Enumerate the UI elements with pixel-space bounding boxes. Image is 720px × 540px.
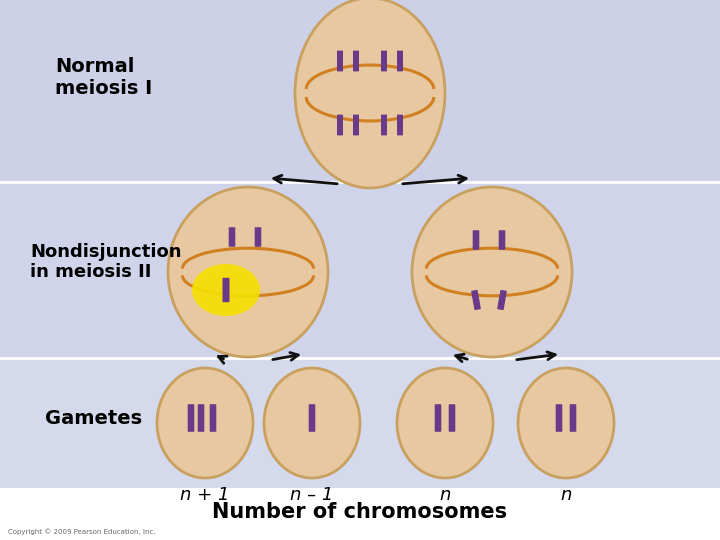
- FancyBboxPatch shape: [382, 123, 386, 126]
- FancyBboxPatch shape: [338, 59, 342, 63]
- Text: Nondisjunction
in meiosis II: Nondisjunction in meiosis II: [30, 242, 181, 281]
- Ellipse shape: [157, 368, 253, 478]
- FancyBboxPatch shape: [398, 59, 402, 63]
- FancyBboxPatch shape: [473, 230, 480, 250]
- Bar: [0, 358, 720, 488]
- FancyBboxPatch shape: [229, 227, 235, 247]
- FancyBboxPatch shape: [255, 227, 261, 247]
- FancyBboxPatch shape: [499, 230, 505, 250]
- Text: Copyright © 2009 Pearson Education, Inc.: Copyright © 2009 Pearson Education, Inc.: [8, 528, 156, 535]
- Text: Gametes: Gametes: [45, 408, 142, 428]
- FancyBboxPatch shape: [353, 114, 359, 125]
- FancyBboxPatch shape: [397, 125, 403, 136]
- FancyBboxPatch shape: [353, 51, 359, 62]
- FancyBboxPatch shape: [337, 60, 343, 71]
- FancyBboxPatch shape: [397, 60, 403, 71]
- FancyBboxPatch shape: [188, 404, 194, 432]
- Ellipse shape: [192, 264, 260, 316]
- FancyBboxPatch shape: [353, 60, 359, 71]
- FancyBboxPatch shape: [381, 125, 387, 136]
- FancyBboxPatch shape: [435, 404, 441, 432]
- FancyBboxPatch shape: [198, 404, 204, 432]
- FancyBboxPatch shape: [498, 290, 507, 310]
- FancyBboxPatch shape: [337, 51, 343, 62]
- Ellipse shape: [295, 0, 445, 188]
- Text: n: n: [439, 486, 451, 504]
- Text: Normal
meiosis I: Normal meiosis I: [55, 57, 152, 98]
- FancyBboxPatch shape: [381, 51, 387, 62]
- FancyBboxPatch shape: [471, 290, 481, 310]
- FancyBboxPatch shape: [449, 404, 455, 432]
- Text: Number of chromosomes: Number of chromosomes: [212, 502, 508, 522]
- FancyBboxPatch shape: [570, 404, 576, 432]
- FancyBboxPatch shape: [309, 404, 315, 432]
- Ellipse shape: [412, 187, 572, 357]
- Ellipse shape: [518, 368, 614, 478]
- Text: n + 1: n + 1: [180, 486, 230, 504]
- FancyBboxPatch shape: [397, 51, 403, 62]
- FancyBboxPatch shape: [398, 123, 402, 126]
- Text: n – 1: n – 1: [290, 486, 333, 504]
- Ellipse shape: [397, 368, 493, 478]
- Bar: [0, 488, 720, 540]
- FancyBboxPatch shape: [210, 404, 216, 432]
- FancyBboxPatch shape: [337, 125, 343, 136]
- FancyBboxPatch shape: [222, 278, 230, 291]
- Bar: [0, 0, 720, 182]
- Text: n: n: [560, 486, 572, 504]
- FancyBboxPatch shape: [397, 114, 403, 125]
- FancyBboxPatch shape: [354, 123, 358, 126]
- Ellipse shape: [168, 187, 328, 357]
- FancyBboxPatch shape: [353, 125, 359, 136]
- FancyBboxPatch shape: [222, 289, 230, 302]
- FancyBboxPatch shape: [381, 60, 387, 71]
- FancyBboxPatch shape: [382, 59, 386, 63]
- Ellipse shape: [264, 368, 360, 478]
- FancyBboxPatch shape: [381, 114, 387, 125]
- FancyBboxPatch shape: [354, 59, 358, 63]
- FancyBboxPatch shape: [337, 114, 343, 125]
- FancyBboxPatch shape: [338, 123, 342, 126]
- FancyBboxPatch shape: [556, 404, 562, 432]
- FancyBboxPatch shape: [224, 288, 228, 292]
- Bar: [0, 182, 720, 358]
